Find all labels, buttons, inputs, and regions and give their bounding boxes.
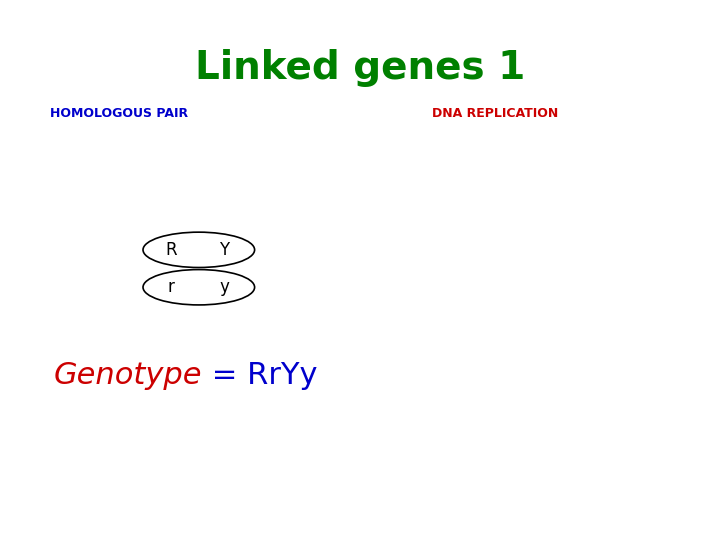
Text: r: r [168,278,174,296]
Text: DNA REPLICATION: DNA REPLICATION [432,107,558,120]
Text: Y: Y [219,241,229,259]
Text: R: R [165,241,176,259]
Text: y: y [219,278,229,296]
Text: = RrYy: = RrYy [202,361,318,390]
Text: Genotype: Genotype [54,361,202,390]
Ellipse shape [143,232,255,267]
Text: Linked genes 1: Linked genes 1 [195,49,525,86]
Ellipse shape [143,269,255,305]
Text: HOMOLOGOUS PAIR: HOMOLOGOUS PAIR [50,107,189,120]
